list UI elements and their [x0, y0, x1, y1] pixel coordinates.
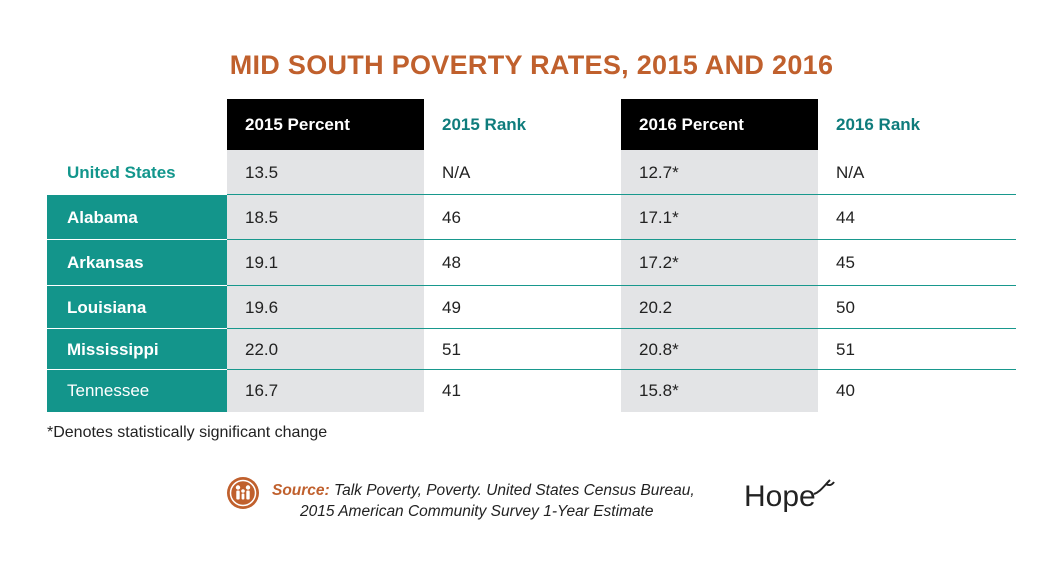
- table-cell-r15: N/A: [442, 162, 471, 182]
- table-cell-r16: N/A: [836, 162, 865, 182]
- column-header-r16: 2016 Rank: [836, 114, 921, 134]
- row-divider: [227, 194, 1016, 195]
- table-cell-p15: 19.6: [227, 286, 424, 329]
- row-divider: [227, 369, 1016, 370]
- table-cell-p15: 19.1: [227, 240, 424, 286]
- footnote: *Denotes statistically significant chang…: [47, 424, 328, 441]
- label-divider: [47, 328, 227, 329]
- table-cell-r16: 45: [836, 253, 855, 272]
- label-divider: [47, 369, 227, 370]
- source-label: Source:: [272, 482, 330, 499]
- table-cell-p16: 20.8*: [621, 329, 818, 370]
- label-divider: [47, 285, 227, 286]
- table-cell-r15: 51: [442, 339, 461, 359]
- row-divider: [227, 285, 1016, 286]
- source-citation: Source: Talk Poverty, Poverty. United St…: [272, 480, 695, 522]
- row-label: United States: [67, 162, 176, 182]
- row-label: Mississippi: [47, 329, 227, 370]
- table-cell-p16: 20.2: [621, 286, 818, 329]
- table-cell-p16: 12.7*: [621, 150, 818, 195]
- table-cell-p15: 13.5: [227, 150, 424, 195]
- table-cell-r15: 48: [442, 253, 461, 272]
- row-divider: [227, 239, 1016, 240]
- table-cell-r15: 49: [442, 297, 461, 317]
- label-divider: [47, 239, 227, 240]
- row-label: Alabama: [47, 195, 227, 240]
- row-divider: [227, 328, 1016, 329]
- table-cell-r16: 44: [836, 207, 855, 227]
- table-cell-p15: 22.0: [227, 329, 424, 370]
- row-label: Tennessee: [47, 370, 227, 412]
- table-cell-r16: 50: [836, 297, 855, 317]
- source-line-1: Talk Poverty, Poverty. United States Cen…: [329, 482, 695, 499]
- table-cell-r15: 46: [442, 207, 461, 227]
- column-header-p15: 2015 Percent: [227, 99, 424, 150]
- table-cell-r16: 40: [836, 381, 855, 400]
- table-cell-p16: 17.2*: [621, 240, 818, 286]
- table-cell-p15: 18.5: [227, 195, 424, 240]
- table-cell-p16: 15.8*: [621, 370, 818, 412]
- page-title: MID SOUTH POVERTY RATES, 2015 AND 2016: [229, 50, 834, 80]
- row-label: Arkansas: [47, 240, 227, 286]
- table-cell-p16: 17.1*: [621, 195, 818, 240]
- table-cell-r15: 41: [442, 381, 461, 400]
- column-header-p16: 2016 Percent: [621, 99, 818, 150]
- row-label: Louisiana: [47, 286, 227, 329]
- hope-logo: Hope: [744, 479, 835, 513]
- family-icon: [227, 477, 259, 509]
- column-header-r15: 2015 Rank: [442, 114, 527, 134]
- hope-logo-text: Hope: [744, 480, 816, 513]
- table-cell-r16: 51: [836, 339, 855, 359]
- table-cell-p15: 16.7: [227, 370, 424, 412]
- source-line-2: 2015 American Community Survey 1-Year Es…: [300, 503, 654, 520]
